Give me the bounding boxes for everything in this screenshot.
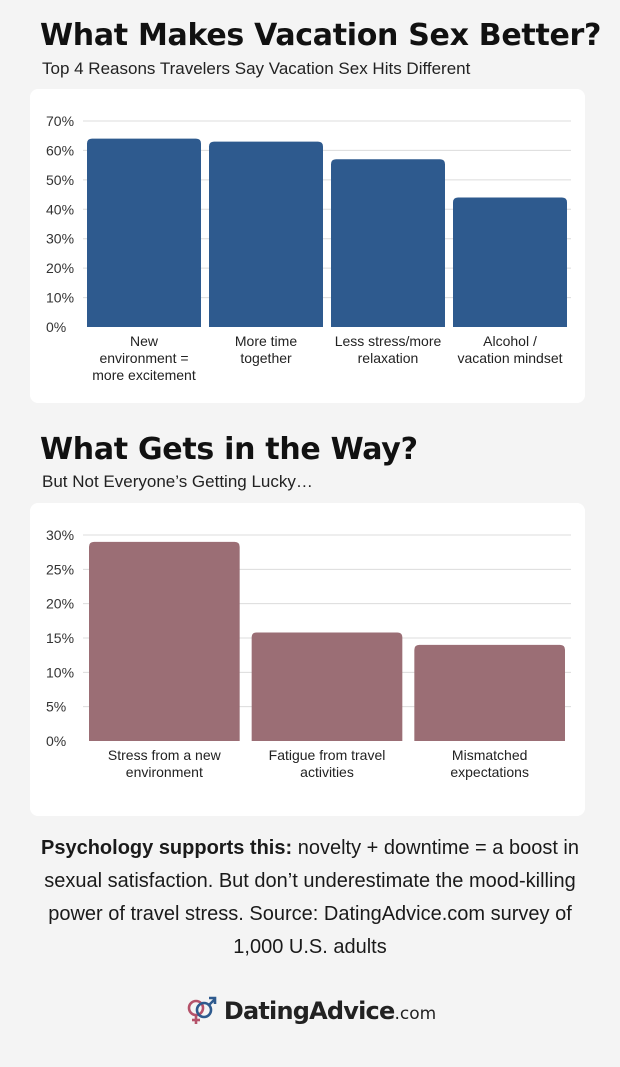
chart1-ytick-label: 50% [46,172,74,188]
chart2-subtitle: But Not Everyone’s Getting Lucky… [42,472,313,491]
chart1-ytick-label: 60% [46,142,74,158]
logo: DatingAdvice.com [0,994,620,1028]
chart1-title: What Makes Vacation Sex Better? [40,18,602,53]
chart1-bar [331,159,445,327]
logo-name: DatingAdvice [223,997,395,1025]
chart2-category-label: Mismatched expectations [450,747,529,780]
chart1-card: 0% 10% 20% 30% 40% 50% 60% 70% New environment = m… [30,89,585,403]
chart1-ytick-label: 0% [46,319,66,335]
chart1-category-label: Alcohol / vacation mindset [457,333,562,366]
logo-wordmark: DatingAdvice.com [224,997,436,1025]
chart1-ytick-label: 70% [46,113,74,129]
chart1-ytick-label: 20% [46,260,74,276]
footer-body: novelty + downtime = a boost in sexual s… [44,837,579,958]
logo-suffix: .com [394,1004,437,1024]
chart1-bar [209,141,323,327]
chart1-bar [453,197,567,327]
chart2-ytick-label: 5% [46,699,66,715]
footer-bold-lead: Psychology supports this: [41,837,293,859]
chart1-category-label: Less stress/more relaxation [335,333,442,366]
gender-symbols-icon [187,996,217,1024]
chart1-bar [87,138,201,327]
chart2-ytick-label: 10% [46,664,74,680]
chart1-ytick-label: 30% [46,231,74,247]
chart1-ytick-label: 40% [46,201,74,217]
chart2-bar [251,632,403,741]
chart1-category-label: New environment = more excitement [92,333,196,383]
chart1-category-label: More time together [235,333,297,366]
chart2-card: 0% 5% 10% 15% 20% 25% 30% Stress from a new envi… [30,503,585,816]
chart2-ytick-label: 15% [46,630,74,646]
chart2-category-label: Stress from a new environment [108,747,222,780]
chart2-bar [89,541,240,741]
chart2-svg: 0% 5% 10% 15% 20% 25% 30% Stress from a new envi… [46,527,571,780]
chart2-bar [414,644,565,741]
chart2-category-label: Fatigue from travel activities [269,747,386,780]
chart2-title: What Gets in the Way? [40,432,418,467]
chart2-ytick-label: 30% [46,527,74,543]
chart2-ytick-label: 25% [46,561,74,577]
chart1-subtitle: Top 4 Reasons Travelers Say Vacation Sex… [42,59,471,78]
chart2-ytick-label: 0% [46,733,66,749]
chart1-svg: 0% 10% 20% 30% 40% 50% 60% 70% New environment = m… [46,113,571,383]
chart1-ytick-label: 10% [46,290,74,306]
footer-note: Psychology supports this: novelty + down… [30,832,590,964]
chart2-ytick-label: 20% [46,596,74,612]
